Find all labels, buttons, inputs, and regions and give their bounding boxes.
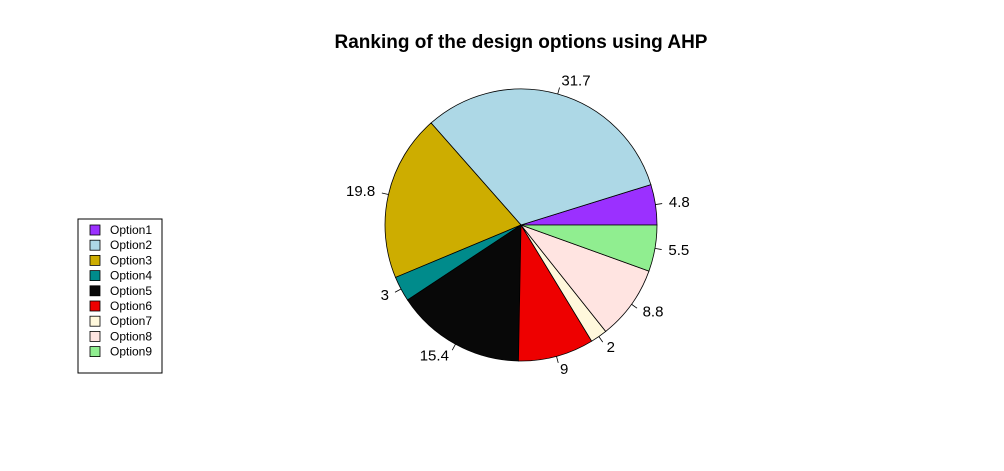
legend-label-option9: Option9 — [110, 345, 152, 359]
legend-swatch-option5 — [89, 285, 101, 297]
legend-label-option8: Option8 — [110, 329, 152, 343]
legend: Option1Option2Option3Option4Option5Optio… — [77, 218, 163, 374]
slice-tick-option9 — [654, 247, 662, 250]
legend-swatch-option4 — [89, 270, 101, 282]
slice-tick-option1 — [655, 203, 663, 205]
legend-label-option1: Option1 — [110, 223, 152, 237]
slice-label-option2: 31.7 — [561, 72, 590, 89]
slice-label-option4: 3 — [381, 287, 389, 304]
legend-label-option5: Option5 — [110, 284, 152, 298]
slice-tick-option7 — [598, 336, 604, 343]
legend-entries: Option1Option2Option3Option4Option5Optio… — [89, 223, 152, 359]
legend-label-option2: Option2 — [110, 238, 152, 252]
slice-label-option6: 9 — [560, 361, 568, 378]
legend-swatch-option3 — [89, 254, 101, 266]
legend-label-option6: Option6 — [110, 299, 152, 313]
slice-label-option9: 5.5 — [668, 242, 689, 259]
legend-swatch-option1 — [89, 224, 101, 236]
slice-tick-option2 — [557, 87, 560, 95]
slice-labels: 4.8 31.7 19.8 3 15.4 9 2 8.8 5.5 — [346, 72, 690, 377]
legend-swatch-option7 — [89, 315, 101, 327]
slice-tick-option3 — [381, 192, 389, 195]
slice-tick-option6 — [556, 356, 559, 363]
slice-label-option8: 8.8 — [643, 304, 664, 321]
slice-label-option3: 19.8 — [346, 183, 375, 200]
slice-tick-option8 — [631, 303, 638, 309]
slice-label-option7: 2 — [607, 339, 615, 356]
legend-swatch-option8 — [89, 330, 101, 342]
legend-label-option3: Option3 — [110, 253, 152, 267]
slice-label-option5: 15.4 — [420, 348, 449, 365]
slice-tick-option4 — [394, 288, 402, 293]
legend-label-option4: Option4 — [110, 269, 152, 283]
legend-label-option7: Option7 — [110, 314, 152, 328]
slice-label-option1: 4.8 — [669, 194, 690, 211]
pie-slices — [384, 88, 658, 362]
legend-swatch-option9 — [89, 346, 101, 358]
slice-tick-option5 — [451, 343, 456, 351]
legend-swatch-option2 — [89, 239, 101, 251]
pie-slice-option5 — [407, 224, 522, 362]
pie-slice-option9 — [520, 224, 658, 272]
legend-swatch-option6 — [89, 300, 101, 312]
chart-title: Ranking of the design options using AHP — [335, 32, 708, 53]
